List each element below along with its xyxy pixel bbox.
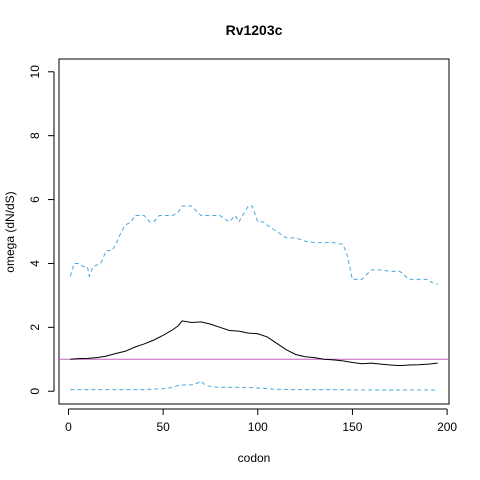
series-line-2 — [70, 380, 438, 391]
y-tick-label: 8 — [28, 132, 42, 139]
series-layer — [59, 205, 449, 391]
chart-title: Rv1203c — [226, 22, 283, 38]
y-tick-label: 2 — [28, 324, 42, 331]
x-tick-label: 150 — [342, 420, 362, 434]
x-axis-label: codon — [238, 451, 271, 465]
y-tick-label: 6 — [28, 196, 42, 203]
x-tick-label: 0 — [65, 420, 72, 434]
y-tick-label: 4 — [28, 260, 42, 267]
y-axis-label: omega (dN/dS) — [3, 191, 17, 272]
x-tick-label: 100 — [248, 420, 268, 434]
y-tick-label: 0 — [28, 388, 42, 395]
series-line-1 — [69, 205, 438, 285]
y-tick-label: 10 — [28, 65, 42, 79]
series-line-0 — [70, 320, 438, 367]
x-tick-label: 200 — [437, 420, 457, 434]
x-tick-label: 50 — [156, 420, 170, 434]
plot-frame — [58, 58, 450, 405]
axes: 0 50 100 150 200 0 2 4 6 8 10 — [28, 65, 457, 434]
